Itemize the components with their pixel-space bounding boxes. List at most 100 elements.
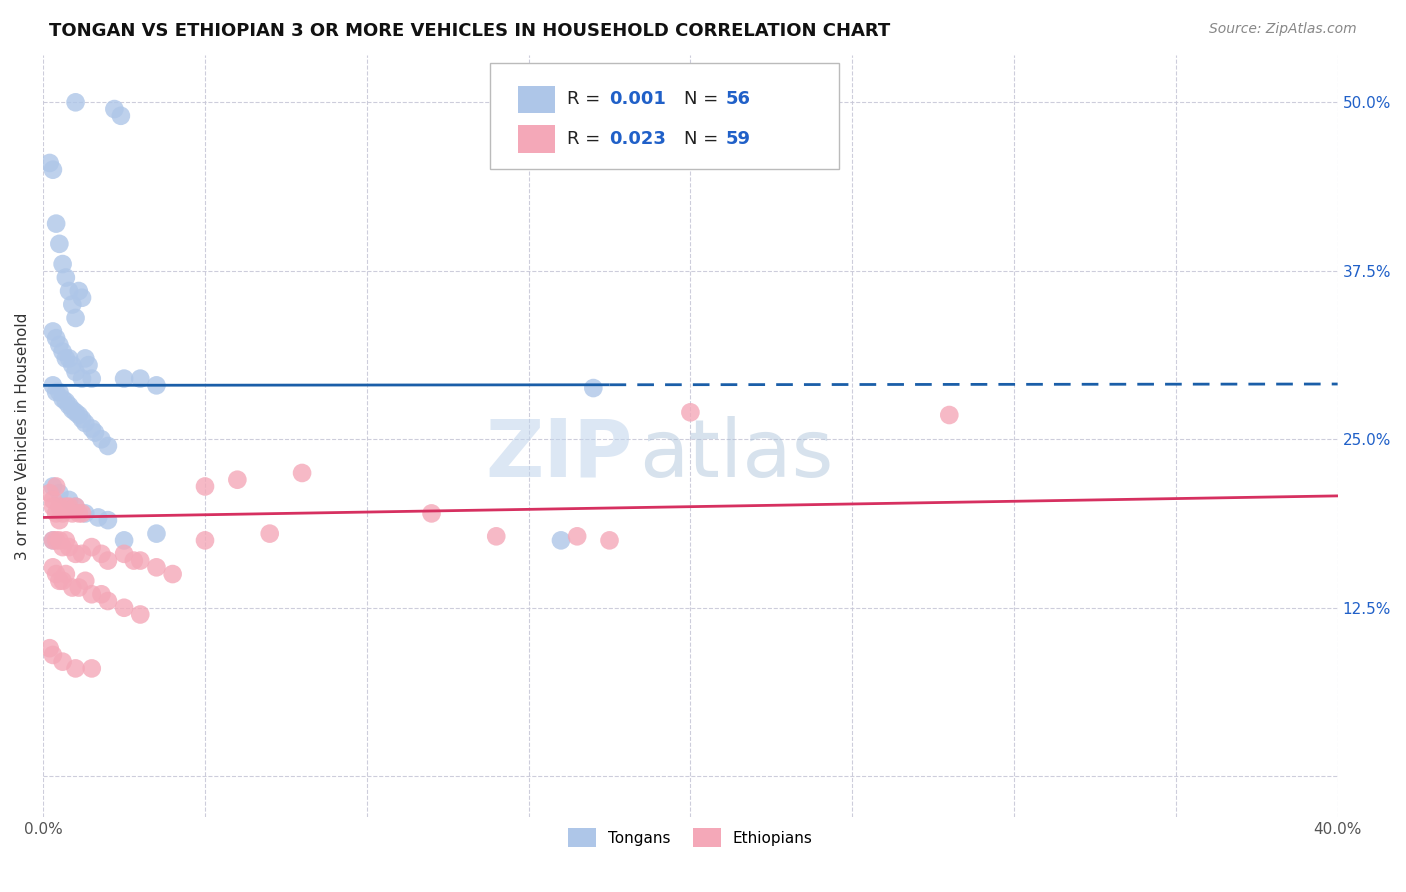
Point (90, 432, 112, 446)
Point (45, 479, 67, 493)
Point (145, 526, 167, 541)
Point (565, 529, 588, 543)
Point (112, 371, 135, 385)
Point (70, 412, 93, 426)
Point (55, 500, 77, 514)
Point (52, 655, 75, 669)
Point (67, 408, 90, 422)
Point (97, 439, 120, 453)
Text: N =: N = (683, 130, 724, 148)
Point (97, 594, 120, 608)
Point (55, 567, 77, 582)
Point (42, 560, 65, 574)
Point (48, 486, 70, 500)
Text: Source: ZipAtlas.com: Source: ZipAtlas.com (1209, 22, 1357, 37)
Point (48, 385, 70, 400)
Point (42, 533, 65, 548)
Point (65, 547, 87, 561)
Point (162, 567, 184, 582)
Point (55, 533, 77, 548)
Point (45, 217, 67, 231)
Point (80, 661, 103, 675)
Point (65, 365, 87, 379)
Legend: Tongans, Ethiopians: Tongans, Ethiopians (561, 821, 821, 855)
Point (110, 109, 132, 123)
FancyBboxPatch shape (489, 62, 839, 169)
Text: R =: R = (568, 130, 606, 148)
Point (48, 500, 70, 514)
Text: ZIP: ZIP (485, 416, 633, 494)
Point (38, 156, 60, 170)
Text: 56: 56 (725, 90, 751, 108)
Point (52, 257, 75, 271)
Point (129, 607, 152, 622)
Point (679, 405, 702, 419)
Point (48, 338, 70, 352)
Point (145, 560, 167, 574)
Point (485, 529, 508, 543)
Point (129, 553, 152, 567)
Point (67, 284, 90, 298)
Point (194, 479, 217, 493)
Point (70, 371, 93, 385)
Point (122, 553, 145, 567)
Point (70, 507, 93, 521)
Point (291, 466, 314, 480)
Text: 0.023: 0.023 (609, 130, 666, 148)
FancyBboxPatch shape (519, 86, 554, 113)
Point (65, 661, 87, 675)
Point (48, 533, 70, 548)
Point (70, 291, 93, 305)
Text: TONGAN VS ETHIOPIAN 3 OR MORE VEHICLES IN HOUSEHOLD CORRELATION CHART: TONGAN VS ETHIOPIAN 3 OR MORE VEHICLES I… (49, 22, 890, 40)
Y-axis label: 3 or more Vehicles in Household: 3 or more Vehicles in Household (15, 312, 30, 559)
Point (194, 533, 217, 548)
Point (67, 581, 90, 595)
Point (75, 351, 97, 366)
Point (42, 162, 65, 177)
Point (45, 507, 67, 521)
Point (45, 331, 67, 345)
Point (58, 500, 80, 514)
Point (80, 587, 103, 601)
Point (45, 567, 67, 582)
Point (67, 507, 90, 521)
Point (48, 574, 70, 588)
Point (52, 392, 75, 406)
Point (60, 358, 83, 372)
Point (70, 547, 93, 561)
Point (145, 378, 167, 392)
Point (58, 540, 80, 554)
Point (42, 500, 65, 514)
Point (97, 513, 120, 527)
Point (48, 236, 70, 251)
Point (75, 507, 97, 521)
Point (52, 540, 75, 554)
Point (65, 405, 87, 419)
Point (80, 371, 103, 385)
Point (42, 648, 65, 662)
Point (103, 102, 125, 116)
Point (60, 402, 83, 417)
Text: N =: N = (683, 90, 724, 108)
Point (48, 513, 70, 527)
Point (599, 533, 621, 548)
Point (38, 486, 60, 500)
Text: 0.001: 0.001 (609, 90, 666, 108)
Point (58, 492, 80, 507)
Point (65, 310, 87, 325)
Point (65, 95, 87, 110)
Point (97, 553, 120, 567)
Point (582, 381, 605, 395)
Point (87, 510, 110, 524)
FancyBboxPatch shape (519, 125, 554, 153)
Point (42, 533, 65, 548)
Point (550, 533, 572, 548)
Point (58, 399, 80, 413)
Point (42, 479, 65, 493)
Point (90, 547, 112, 561)
Point (80, 540, 103, 554)
Point (226, 473, 249, 487)
Point (90, 587, 112, 601)
Point (60, 581, 83, 595)
Point (42, 325, 65, 339)
